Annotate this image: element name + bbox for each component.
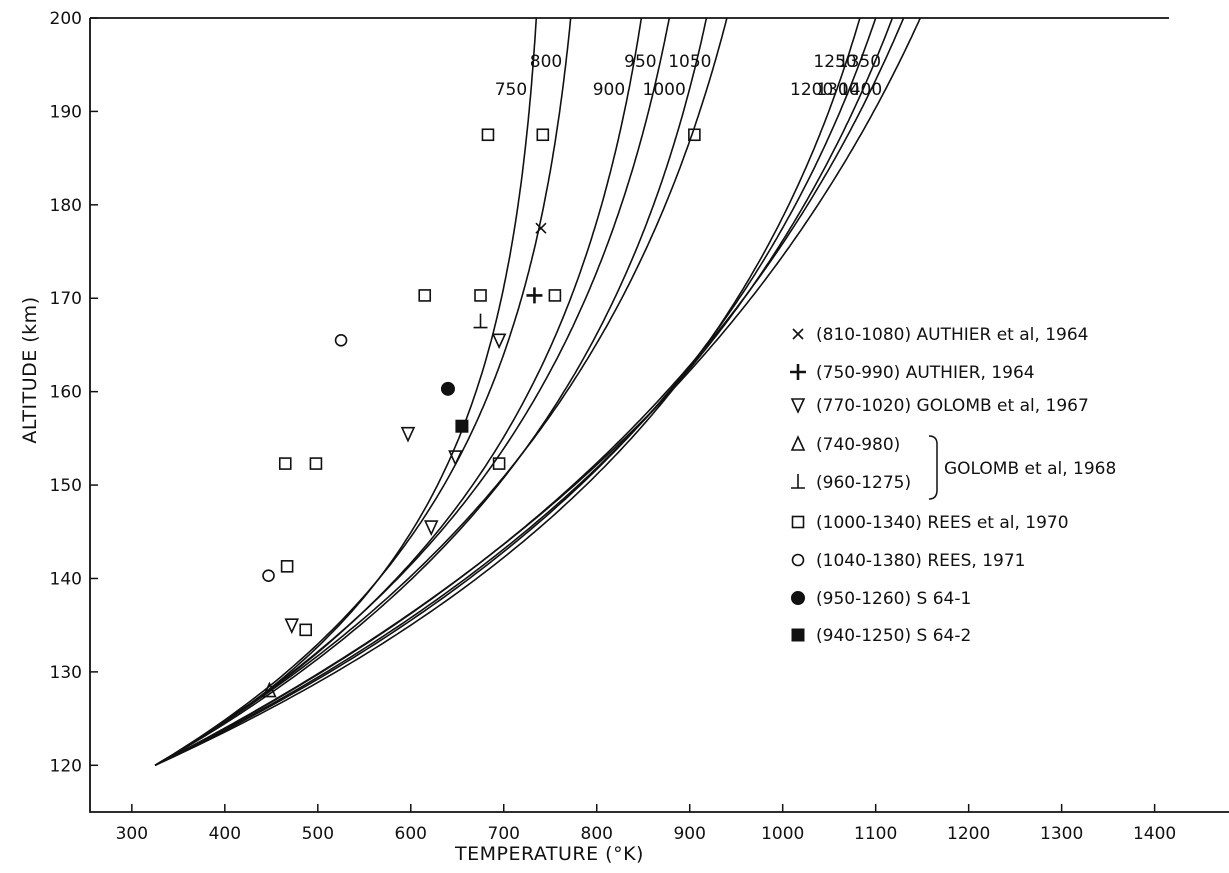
data-point-square [474, 289, 487, 302]
model-curve-950 [154, 17, 671, 766]
data-point-square [278, 457, 292, 470]
legend-marker-up-tack [791, 474, 805, 489]
data-points [262, 128, 701, 698]
legend-marker-plus [790, 364, 806, 380]
data-point-triangle-down [400, 426, 416, 443]
model-curve-800 [154, 17, 572, 766]
model-curve-1000 [154, 17, 708, 766]
axes-frame [89, 17, 1229, 813]
curve-label-750: 750 [495, 80, 527, 100]
legend-marker-triangle-up [790, 435, 806, 451]
x-tick-label: 300 [116, 824, 148, 844]
data-point-square [536, 128, 550, 142]
curve-label-1350: 1350 [838, 52, 881, 72]
curve-label-1400: 1400 [839, 80, 882, 100]
model-curve-750 [154, 17, 538, 766]
y-tick-label: 140 [50, 569, 82, 589]
legend-entry-text: (770-1020) GOLOMB et al, 1967 [816, 396, 1089, 416]
legend-marker-x [792, 328, 804, 340]
legend-group-label: GOLOMB et al, 1968 [944, 459, 1116, 479]
curve-label-900: 900 [593, 80, 625, 100]
y-tick-label: 130 [50, 663, 82, 683]
data-point-square [299, 623, 313, 637]
y-tick-label: 150 [50, 476, 82, 496]
data-point-square [309, 457, 323, 470]
data-point-square [492, 457, 506, 470]
legend-marker-square [791, 515, 805, 529]
curve-label-950: 950 [624, 52, 656, 72]
curve-label-1050: 1050 [668, 52, 711, 72]
curve-label-1200: 1200 [790, 80, 833, 100]
legend-entry-text: (940-1250) S 64-2 [816, 626, 971, 646]
data-point-square [548, 289, 562, 302]
data-point-square [688, 128, 701, 142]
x-tick-label: 1100 [854, 824, 897, 844]
y-tick-label: 170 [50, 289, 82, 309]
y-tick-label: 160 [50, 383, 82, 403]
legend-marker-triangle-down [790, 398, 806, 414]
x-tick-label: 600 [395, 824, 427, 844]
curve-label-1000: 1000 [643, 80, 686, 100]
x-tick-label: 1000 [761, 824, 804, 844]
data-point-square [280, 560, 294, 573]
y-tick-label: 180 [50, 196, 82, 216]
curve-label-1250: 1250 [813, 52, 856, 72]
legend-entry-text: (950-1260) S 64-1 [816, 589, 971, 609]
data-point-triangle-down [491, 333, 507, 350]
legend-entry-text: (960-1275) [816, 473, 911, 493]
axes: 300 400 500 600 700 800 900 1000 1100 1200 1300 140… [50, 9, 1229, 844]
data-point-triangle-down [423, 520, 439, 537]
data-point-up-tack [473, 313, 488, 329]
y-tick-label: 200 [50, 9, 82, 29]
curve-label-800: 800 [530, 52, 562, 72]
legend-marker-filled-square [791, 628, 805, 642]
model-curve-1050 [154, 17, 728, 766]
x-tick-label: 400 [209, 824, 241, 844]
x-tick-label: 1300 [1040, 824, 1083, 844]
data-point-triangle-down [284, 618, 300, 635]
data-point-x [535, 222, 547, 234]
data-point-triangle-down [448, 450, 463, 466]
x-tick-label: 1200 [947, 824, 990, 844]
x-axis-label: TEMPERATURE (°K) [454, 843, 644, 865]
legend-marker-filled-circle [791, 591, 805, 605]
data-point-square [481, 128, 495, 142]
x-tick-label: 800 [581, 824, 613, 844]
legend-entry-text: (740-980) [816, 435, 900, 455]
y-tick-label: 120 [50, 756, 82, 776]
legend-entry-text: (810-1080) AUTHIER et al, 1964 [816, 325, 1088, 345]
curve-label-1300: 1300 [816, 80, 859, 100]
data-point-circle [262, 569, 275, 582]
legend: (810-1080) AUTHIER et al, 1964 (750-990) … [790, 325, 1116, 646]
model-curve-1200 [154, 17, 861, 767]
model-curve-1250 [154, 17, 877, 767]
legend-marker-circle [791, 553, 805, 567]
legend-bracket [928, 435, 938, 500]
legend-entry-text: (750-990) AUTHIER, 1964 [816, 363, 1035, 383]
x-tick-label: 500 [302, 824, 334, 844]
legend-entry-text: (1040-1380) REES, 1971 [816, 551, 1026, 571]
data-point-circle [334, 333, 348, 347]
y-tick-label: 190 [50, 102, 82, 122]
x-tick-label: 900 [673, 824, 705, 844]
x-tick-label: 1400 [1133, 824, 1176, 844]
model-curve-1300 [154, 17, 894, 767]
y-axis-label: ALTITUDE (km) [19, 296, 41, 443]
legend-entry-text: (1000-1340) REES et al, 1970 [816, 513, 1069, 533]
model-curve-1400 [154, 17, 922, 767]
data-point-plus [526, 287, 543, 304]
model-curve-900 [154, 17, 643, 766]
x-tick-label: 700 [488, 824, 520, 844]
data-point-square [418, 289, 432, 302]
data-point-triangle-up [262, 681, 277, 698]
data-point-filled-square [455, 419, 469, 433]
data-point-filled-circle [440, 381, 455, 396]
